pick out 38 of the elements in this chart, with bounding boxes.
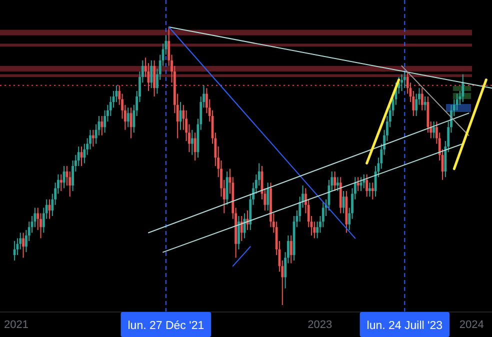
candlestick (339, 177, 342, 214)
candlestick (360, 177, 362, 192)
candlestick (92, 130, 94, 147)
candlestick (238, 216, 240, 250)
candlestick (345, 191, 348, 233)
candlestick (400, 74, 403, 91)
ref-line-label: lun. 24 Juill '23 (366, 320, 443, 332)
candlestick (424, 96, 426, 110)
candlestick (336, 177, 339, 192)
candlestick (368, 182, 371, 197)
candlestick (420, 88, 424, 110)
candlestick (60, 174, 62, 192)
candlestick (371, 182, 374, 200)
candlestick (22, 232, 24, 258)
candlestick (334, 172, 336, 192)
candlestick (194, 132, 196, 160)
candlestick (432, 122, 435, 138)
candlestick (290, 236, 292, 264)
x-tick-label: 2021 (4, 318, 28, 331)
candlestick (80, 146, 83, 166)
candlestick (179, 102, 182, 130)
candlestick (226, 172, 228, 205)
candlestick (100, 116, 104, 136)
x-tick-label: 2023 (308, 318, 332, 331)
candlestick (266, 182, 270, 210)
candlestick (153, 60, 156, 96)
candlestick (13, 241, 16, 261)
candlestick (462, 74, 464, 102)
candlestick (48, 199, 51, 219)
candlestick (366, 174, 368, 197)
x-tick-label: 2024 (459, 318, 484, 331)
candlestick (403, 71, 406, 88)
candlestick (356, 177, 360, 192)
candlestick (126, 108, 130, 128)
candlestick (240, 216, 243, 242)
ref-line-label: lun. 27 Déc '21 (128, 320, 204, 332)
candlestick (150, 60, 153, 88)
candlestick (190, 130, 194, 155)
